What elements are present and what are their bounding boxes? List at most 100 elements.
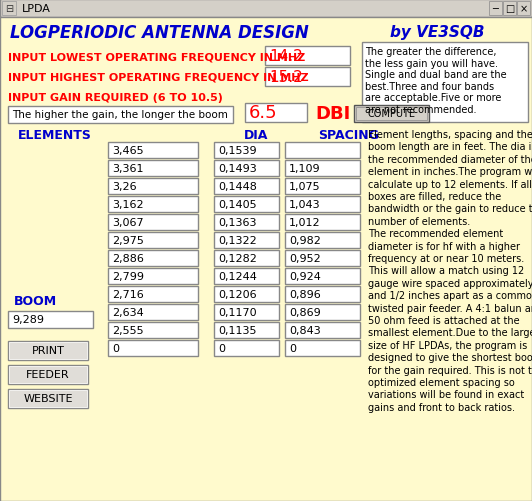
Text: 0,1244: 0,1244: [218, 272, 257, 282]
Bar: [285, 196, 360, 212]
Bar: [108, 179, 198, 194]
Text: 0,924: 0,924: [289, 272, 321, 282]
Bar: [108, 305, 198, 320]
Bar: [108, 161, 198, 177]
Text: 9,289: 9,289: [12, 315, 44, 325]
Bar: [362, 43, 528, 123]
Text: 3,26: 3,26: [112, 182, 137, 191]
Text: 2,886: 2,886: [112, 254, 144, 264]
Bar: [108, 250, 198, 267]
Text: 0,1448: 0,1448: [218, 182, 257, 191]
Bar: [9, 342, 87, 359]
Text: 1,012: 1,012: [289, 217, 321, 227]
Text: ELEMENTS: ELEMENTS: [18, 129, 92, 142]
Bar: [214, 232, 279, 248]
Bar: [214, 305, 279, 320]
Text: ─: ─: [493, 4, 498, 14]
Text: 6.5: 6.5: [249, 104, 278, 122]
Text: 0,1282: 0,1282: [218, 254, 257, 264]
Text: 15.2: 15.2: [269, 70, 303, 85]
Text: 0,1206: 0,1206: [218, 290, 256, 300]
Text: 0,1322: 0,1322: [218, 235, 257, 245]
Bar: [214, 340, 279, 356]
Bar: [214, 269, 279, 285]
Text: WEBSITE: WEBSITE: [23, 394, 73, 404]
Text: ×: ×: [519, 4, 528, 14]
Text: 0,1170: 0,1170: [218, 308, 256, 317]
Text: LPDA: LPDA: [22, 4, 51, 14]
Bar: [8, 341, 88, 360]
Text: 0,1363: 0,1363: [218, 217, 256, 227]
Text: 0: 0: [218, 343, 225, 353]
Text: 0: 0: [112, 343, 119, 353]
Text: 3,162: 3,162: [112, 199, 144, 209]
Bar: [214, 196, 279, 212]
Bar: [214, 161, 279, 177]
Bar: [108, 214, 198, 230]
Text: DBI: DBI: [315, 105, 350, 123]
Bar: [0, 0, 532, 18]
Text: SPACING: SPACING: [318, 129, 379, 142]
Text: 3,067: 3,067: [112, 217, 144, 227]
Bar: [285, 179, 360, 194]
Text: 0,1539: 0,1539: [218, 146, 256, 156]
Bar: [214, 214, 279, 230]
Text: PRINT: PRINT: [31, 346, 64, 356]
Text: 2,555: 2,555: [112, 325, 144, 335]
Text: 0,896: 0,896: [289, 290, 321, 300]
Bar: [285, 143, 360, 159]
Bar: [354, 106, 429, 123]
Text: 3,361: 3,361: [112, 164, 144, 174]
Bar: [108, 232, 198, 248]
Text: by VE3SQB: by VE3SQB: [390, 26, 485, 41]
Bar: [214, 250, 279, 267]
Bar: [356, 108, 427, 121]
Bar: [214, 322, 279, 338]
Bar: [285, 287, 360, 303]
Text: 0,1405: 0,1405: [218, 199, 256, 209]
Bar: [8, 312, 93, 328]
Bar: [108, 287, 198, 303]
Bar: [8, 365, 88, 384]
Text: BOOM: BOOM: [13, 295, 56, 308]
Bar: [214, 143, 279, 159]
Bar: [285, 322, 360, 338]
Bar: [9, 366, 87, 383]
Text: 0,952: 0,952: [289, 254, 321, 264]
Bar: [285, 250, 360, 267]
Bar: [108, 143, 198, 159]
Bar: [517, 2, 530, 16]
Text: 0: 0: [289, 343, 296, 353]
Text: 2,634: 2,634: [112, 308, 144, 317]
Bar: [285, 232, 360, 248]
Text: 0,869: 0,869: [289, 308, 321, 317]
Bar: [2, 2, 16, 16]
Text: 3,465: 3,465: [112, 146, 144, 156]
Bar: [214, 287, 279, 303]
Bar: [8, 389, 88, 408]
Text: 1,075: 1,075: [289, 182, 321, 191]
Bar: [108, 269, 198, 285]
Text: COMPUTE: COMPUTE: [367, 109, 415, 119]
Text: Element lengths, spacing and the
boom length are in feet. The dia is
the recomme: Element lengths, spacing and the boom le…: [368, 130, 532, 412]
Bar: [9, 390, 87, 407]
Text: DIA: DIA: [244, 129, 268, 142]
Bar: [245, 104, 307, 123]
Bar: [285, 305, 360, 320]
Bar: [214, 179, 279, 194]
Bar: [285, 269, 360, 285]
Text: 0,1493: 0,1493: [218, 164, 257, 174]
Text: INPUT GAIN REQUIRED (6 TO 10.5): INPUT GAIN REQUIRED (6 TO 10.5): [8, 93, 223, 103]
Text: 0,982: 0,982: [289, 235, 321, 245]
Text: 1,043: 1,043: [289, 199, 321, 209]
Bar: [265, 47, 350, 66]
Text: 0,1135: 0,1135: [218, 325, 256, 335]
Text: 2,799: 2,799: [112, 272, 144, 282]
Bar: [285, 161, 360, 177]
Bar: [285, 214, 360, 230]
Text: LOGPERIODIC ANTENNA DESIGN: LOGPERIODIC ANTENNA DESIGN: [10, 24, 309, 42]
Bar: [108, 196, 198, 212]
Text: 2,975: 2,975: [112, 235, 144, 245]
Bar: [8, 107, 233, 124]
Text: 0,843: 0,843: [289, 325, 321, 335]
